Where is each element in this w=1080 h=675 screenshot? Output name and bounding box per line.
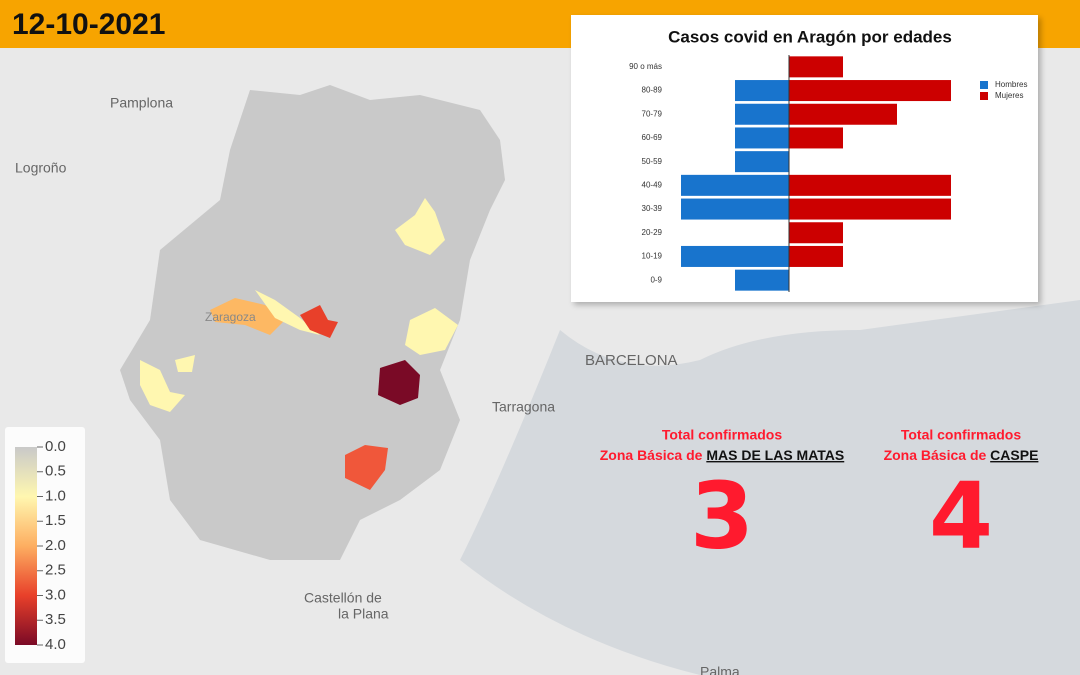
legend-swatch bbox=[980, 92, 988, 100]
zone bbox=[345, 445, 388, 490]
colorbar-scale bbox=[15, 447, 37, 645]
category-label: 0-9 bbox=[650, 275, 662, 284]
colorbar: 0.0 0.5 1.0 1.5 2.0 2.5 3.0 3.5 4.0 bbox=[15, 438, 66, 653]
city-label: Castellón de bbox=[304, 590, 382, 606]
zone-title: Total confirmados bbox=[901, 427, 1022, 443]
tick-label: 3.5 bbox=[45, 611, 66, 628]
city-label: BARCELONA bbox=[585, 352, 678, 369]
tick-label: 4.0 bbox=[45, 636, 66, 653]
city-label: Zaragoza bbox=[205, 310, 256, 324]
bar bbox=[789, 80, 951, 102]
bar bbox=[681, 198, 789, 220]
date: 12-10-2021 bbox=[12, 8, 165, 41]
category-label: 90 o más bbox=[629, 62, 662, 71]
zone-title: Total confirmados bbox=[662, 427, 783, 443]
tick-label: 2.5 bbox=[45, 562, 66, 579]
bar bbox=[681, 174, 789, 196]
category-label: 40-49 bbox=[642, 180, 663, 189]
chart-title: Casos covid en Aragón por edades bbox=[668, 27, 952, 46]
city-label: Logroño bbox=[15, 160, 67, 176]
zone-prefix: Zona Básica de bbox=[600, 447, 707, 463]
bar bbox=[735, 151, 789, 173]
zone bbox=[300, 305, 338, 338]
category-label: 70-79 bbox=[642, 109, 663, 118]
zone bbox=[175, 355, 195, 372]
bar bbox=[789, 245, 843, 267]
legend-swatch bbox=[980, 81, 988, 89]
category-label: 80-89 bbox=[642, 86, 663, 95]
tick-label: 0.5 bbox=[45, 463, 66, 480]
category-label: 10-19 bbox=[642, 252, 663, 261]
zone-name: Zona Básica de MAS DE LAS MATAS bbox=[600, 447, 845, 463]
zone bbox=[210, 298, 285, 335]
zone-total: 4 bbox=[929, 462, 993, 569]
tick-label: 1.0 bbox=[45, 487, 66, 504]
zone-name: Zona Básica de CASPE bbox=[884, 447, 1039, 463]
zone bbox=[395, 198, 445, 255]
tick-label: 2.0 bbox=[45, 537, 66, 554]
city-label: Tarragona bbox=[492, 399, 555, 415]
bar bbox=[789, 174, 951, 196]
zone bbox=[378, 360, 420, 405]
bar bbox=[789, 56, 843, 78]
bar bbox=[735, 269, 789, 291]
zone-link: MAS DE LAS MATAS bbox=[706, 447, 844, 463]
city-label: Palma bbox=[700, 664, 740, 675]
zone-prefix: Zona Básica de bbox=[884, 447, 991, 463]
category-label: 60-69 bbox=[642, 133, 663, 142]
bar bbox=[789, 222, 843, 244]
zone-link: CASPE bbox=[990, 447, 1038, 463]
bar bbox=[735, 127, 789, 149]
category-label: 20-29 bbox=[642, 228, 663, 237]
bar bbox=[681, 245, 789, 267]
bar bbox=[735, 80, 789, 102]
zone-totals: Total confirmados Zona Básica de MAS DE L… bbox=[600, 427, 1039, 570]
category-label: 50-59 bbox=[642, 157, 663, 166]
category-label: 30-39 bbox=[642, 204, 663, 213]
bar bbox=[789, 103, 897, 125]
bar bbox=[735, 103, 789, 125]
chart: 90 o más 80-89 70-79 60-69 50-59 40-49 30-39 20… bbox=[629, 55, 1027, 292]
city-label: la Plana bbox=[338, 606, 389, 622]
zone bbox=[405, 308, 458, 355]
tick-label: 1.5 bbox=[45, 512, 66, 529]
zone bbox=[255, 290, 320, 335]
city-label: Pamplona bbox=[110, 95, 173, 111]
legend-label: Hombres bbox=[995, 80, 1027, 89]
zone bbox=[140, 360, 185, 412]
bar bbox=[789, 198, 951, 220]
tick-label: 3.0 bbox=[45, 586, 66, 603]
sea bbox=[460, 300, 1080, 675]
bar bbox=[789, 127, 843, 149]
tick-label: 0.0 bbox=[45, 438, 66, 455]
zone-total: 3 bbox=[690, 462, 754, 569]
legend-label: Mujeres bbox=[995, 91, 1023, 100]
